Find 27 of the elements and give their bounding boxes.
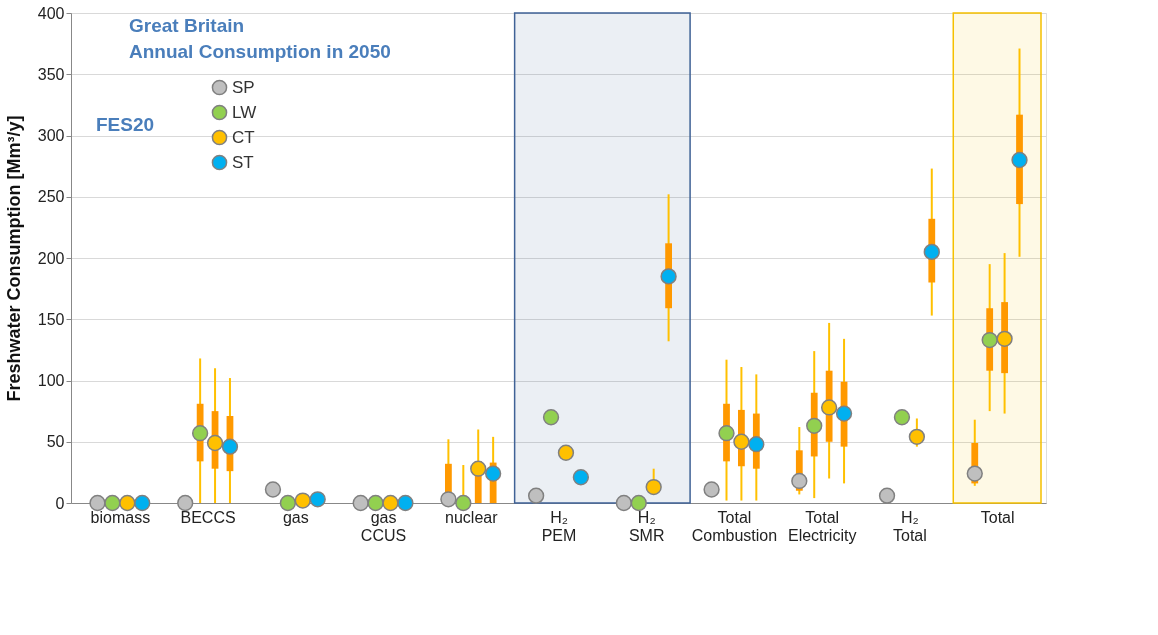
x-tick-label: H₂ SMR xyxy=(628,508,665,544)
legend-label: LW xyxy=(232,102,257,122)
x-tick-label: BECCS xyxy=(180,508,236,526)
y-tick-label: 400 xyxy=(37,4,65,22)
text: Great Britain Annual Consumption in 2050 xyxy=(129,15,391,62)
x-tick-label: Total Electricity xyxy=(787,508,857,544)
x-tick-label: Total Combustion xyxy=(691,508,778,544)
y-tick-label: 250 xyxy=(37,188,65,206)
y-tick-label: 300 xyxy=(37,127,65,144)
y-tick-label: 350 xyxy=(37,65,65,83)
y-tick-label: 150 xyxy=(37,310,65,328)
legend-label: SP xyxy=(232,77,255,97)
x-tick-label: Total xyxy=(980,508,1015,526)
annotation: FES20 xyxy=(96,114,155,135)
y-tick-label: 200 xyxy=(37,249,65,267)
x-tick-label: biomass xyxy=(90,508,151,526)
x-tick-label: nuclear xyxy=(445,508,499,526)
y-axis-title: Freshwater Consumption [Mm³/y] xyxy=(3,115,24,402)
x-tick-label: H₂ Total xyxy=(893,508,927,544)
legend-label: CT xyxy=(232,127,255,147)
x-tick-label: gas xyxy=(282,508,309,526)
y-tick-label: 100 xyxy=(37,372,65,389)
y-tick-label: 50 xyxy=(46,433,65,451)
x-tick-label: H₂ PEM xyxy=(541,508,577,544)
x-tick-label: gas CCUS xyxy=(360,508,407,544)
legend-label: ST xyxy=(232,152,254,172)
y-tick-label: 0 xyxy=(55,494,65,512)
